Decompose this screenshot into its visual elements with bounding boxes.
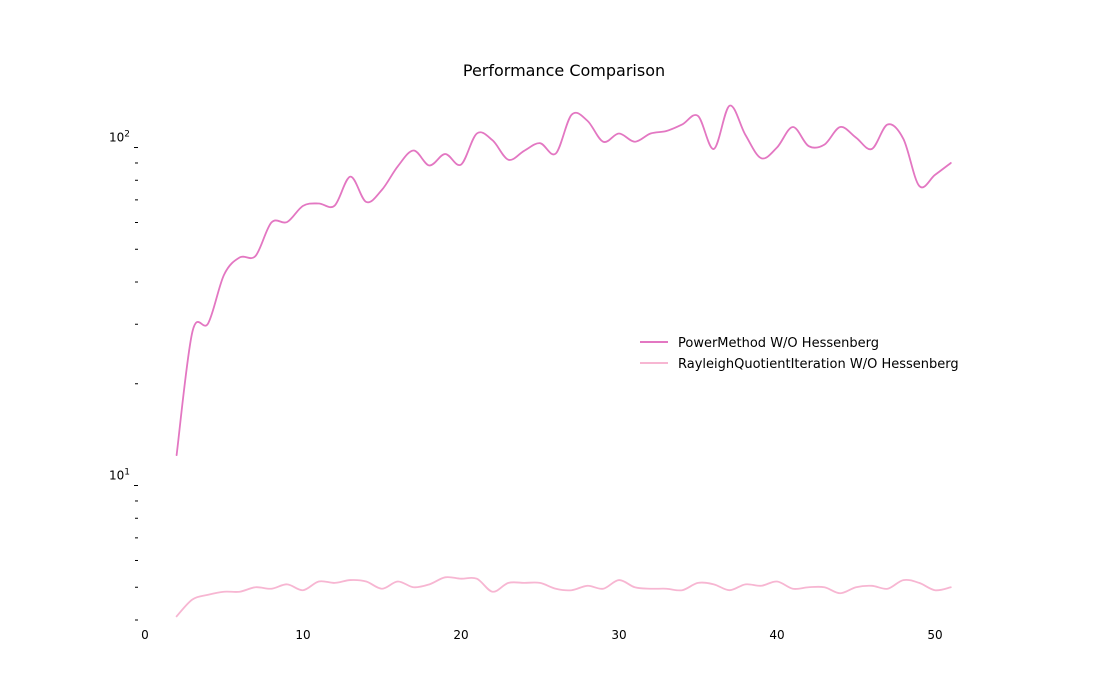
legend-label: RayleighQuotientIteration W/O Hessenberg: [678, 357, 959, 372]
y-tick-label: 101: [109, 468, 130, 483]
legend-label: PowerMethod W/O Hessenberg: [678, 336, 879, 351]
series-line-2: [175, 576, 952, 618]
x-tick-label: 0: [141, 628, 149, 642]
y-tick-label: 102: [109, 130, 130, 145]
legend: PowerMethod W/O Hessenberg RayleighQuotie…: [640, 336, 959, 372]
x-tick-label: 50: [927, 628, 942, 642]
plot-area: [175, 104, 952, 618]
x-axis: 0 10 20 30 40 50: [141, 628, 942, 642]
x-tick-label: 10: [295, 628, 310, 642]
x-tick-label: 20: [453, 628, 468, 642]
chart-title: Performance Comparison: [463, 61, 665, 80]
y-axis: 101 102: [109, 130, 138, 621]
x-tick-label: 30: [611, 628, 626, 642]
x-tick-label: 40: [769, 628, 784, 642]
series-line-1: [175, 104, 952, 457]
